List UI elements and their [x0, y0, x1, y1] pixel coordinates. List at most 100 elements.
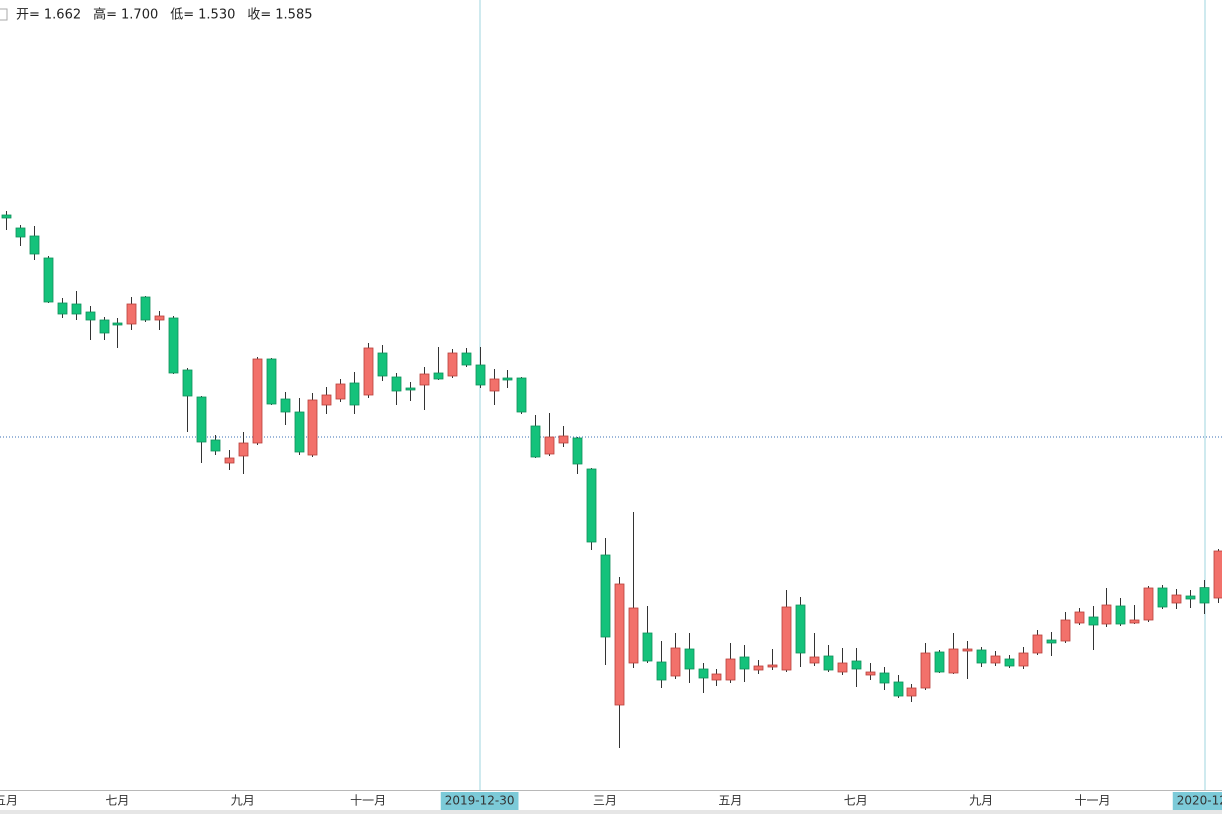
candle-body: [391, 376, 402, 392]
candle-body: [837, 662, 848, 673]
candle-body: [1185, 595, 1196, 600]
candle-body: [1088, 616, 1099, 626]
candle-body: [879, 672, 890, 684]
candle-body: [823, 655, 834, 671]
candle-body: [920, 652, 931, 689]
candle-body: [698, 668, 709, 679]
candle-body: [85, 311, 96, 321]
candle-body: [461, 352, 472, 366]
candle-body: [1171, 594, 1182, 604]
candle-body: [71, 303, 82, 315]
info-value: 1.700: [121, 8, 158, 23]
info-value: 1.585: [275, 8, 312, 23]
info-value: 1.530: [198, 8, 235, 23]
candle-body: [363, 347, 374, 396]
candle-body: [614, 583, 625, 706]
candle-body: [739, 656, 750, 670]
candle-body: [795, 604, 806, 654]
candle-body: [572, 437, 583, 465]
info-value: 1.662: [44, 8, 81, 23]
candle-body: [1032, 634, 1043, 654]
info-label: 收=: [247, 8, 271, 23]
candle-body: [168, 317, 179, 374]
candle-body: [600, 554, 611, 638]
candle-body: [934, 651, 945, 673]
candle-body: [1157, 587, 1168, 608]
candle-body: [906, 687, 917, 697]
candle-body: [252, 358, 263, 444]
candle-body: [280, 398, 291, 413]
candle-body: [809, 656, 820, 664]
candle-body: [433, 372, 444, 380]
candle-body: [29, 235, 40, 255]
candle-body: [1199, 587, 1210, 604]
x-tick-label: 三月: [593, 794, 617, 808]
candle-body: [57, 302, 68, 315]
candle-body: [1004, 658, 1015, 667]
candle-body: [126, 303, 137, 325]
candle-body: [99, 319, 110, 334]
candle-body: [112, 322, 123, 326]
x-label-highlight: [1172, 792, 1222, 810]
candle-body: [1143, 587, 1154, 621]
candle-body: [321, 394, 332, 406]
candle-body: [642, 632, 653, 662]
candle-body: [1101, 604, 1112, 625]
x-tick-label: 五月: [0, 794, 18, 808]
candle-body: [224, 457, 235, 464]
candle-body: [377, 352, 388, 377]
candle-body: [266, 358, 277, 405]
candle-body: [447, 352, 458, 377]
candle-body: [586, 468, 597, 543]
candle-body: [990, 655, 1001, 664]
candle-body: [670, 647, 681, 677]
info-label: 低=: [170, 8, 194, 23]
x-label-highlight: [440, 792, 519, 810]
candle-body: [725, 658, 736, 681]
candle-body: [544, 436, 555, 455]
candle-body: [684, 648, 695, 670]
candle-body: [516, 377, 527, 413]
candle-body: [405, 387, 416, 391]
header: 开= 1.662 高= 1.700 低= 1.530 收= 1.585: [16, 7, 313, 23]
candle-body: [628, 607, 639, 664]
candle-body: [865, 671, 876, 676]
candle-body: [349, 382, 360, 406]
scrollbar: [0, 810, 1222, 814]
header-icon: [0, 8, 8, 21]
candle-body: [294, 411, 305, 453]
x-tick-label: 九月: [969, 794, 993, 808]
candle-body: [140, 296, 151, 321]
candle-body: [781, 606, 792, 671]
x-tick-label: 2020-12-: [1177, 794, 1222, 808]
candle-body: [238, 442, 249, 457]
candle-body: [489, 378, 500, 392]
candle-body: [15, 227, 26, 238]
candle-body: [1060, 619, 1071, 642]
candle-body: [962, 648, 973, 652]
x-tick-label: 2019-12-30: [445, 794, 515, 808]
candle-body: [893, 681, 904, 697]
candles: [1, 211, 1222, 748]
x-tick-label: 七月: [105, 794, 129, 808]
candle-body: [976, 649, 987, 664]
x-tick-label: 九月: [231, 794, 255, 808]
candle-body: [1213, 550, 1222, 599]
candle-body: [851, 660, 862, 670]
candle-body: [502, 377, 513, 381]
candle-body: [419, 373, 430, 386]
x-axis: 五月 七月 九月 十一月 2019-12-30 三月 五月 七月 九月 十一月 2020-12-: [0, 792, 1222, 810]
candle-body: [335, 383, 346, 400]
candle-body: [43, 257, 54, 303]
candle-body: [530, 425, 541, 458]
candle-body: [948, 648, 959, 674]
candle-body: [1018, 652, 1029, 667]
candle-body: [711, 673, 722, 681]
candle-body: [767, 664, 778, 668]
candle-body: [753, 665, 764, 671]
candle-body: [656, 661, 667, 681]
info-label: 高=: [93, 7, 117, 23]
